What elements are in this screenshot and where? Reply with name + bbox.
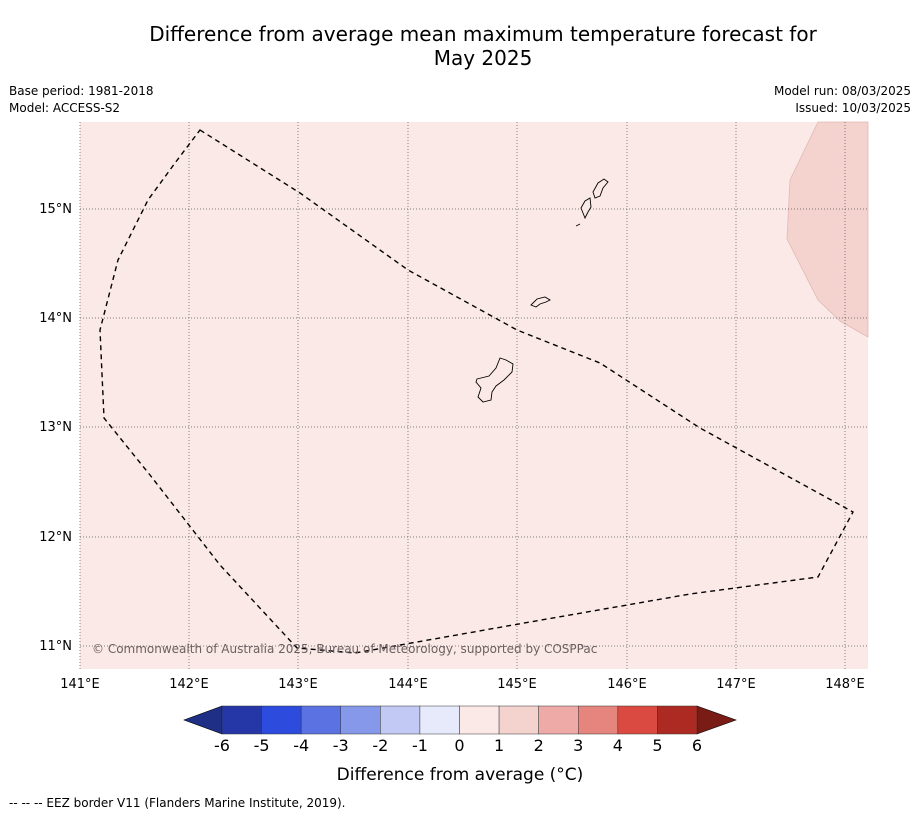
colorbar-bin [578, 705, 619, 735]
island-saipan [592, 178, 609, 199]
islands [475, 178, 609, 403]
colorbar-over-arrow [696, 705, 737, 735]
colorbar-bin [380, 705, 421, 735]
lon-tick-label: 142°E [169, 677, 209, 692]
lon-tick-label: 145°E [497, 677, 537, 692]
colorbar-label: Difference from average (°C) [337, 765, 584, 785]
title-line-2: May 2025 [433, 46, 533, 70]
colorbar-tick-label: -1 [412, 736, 428, 755]
copyright-notice: © Commonwealth of Australia 2025, Bureau… [92, 642, 597, 656]
island-rota [530, 296, 551, 308]
lat-tick-label: 15°N [39, 202, 72, 217]
colorbar-bin [300, 705, 341, 735]
model-run: Model run: 08/03/2025 [773, 84, 911, 98]
colorbar-tick-label: -5 [254, 736, 270, 755]
colorbar-bin [261, 705, 302, 735]
colorbar-bin [221, 705, 262, 735]
lon-tick-label: 144°E [388, 677, 428, 692]
colorbar-tick-label: -3 [333, 736, 349, 755]
lon-tick-label: 141°E [60, 677, 100, 692]
colorbar-tick-label: 3 [573, 736, 583, 755]
colorbar-bin [617, 705, 658, 735]
title-line-1: Difference from average mean maximum tem… [149, 22, 817, 46]
base-period: Base period: 1981-2018 [9, 84, 154, 98]
lon-tick-label: 148°E [825, 677, 865, 692]
colorbar-tick-label: 2 [534, 736, 544, 755]
chart-title: Difference from average mean maximum tem… [0, 22, 919, 70]
colorbar-bin [657, 705, 698, 735]
lat-tick-label: 14°N [39, 311, 72, 326]
lat-tick-label: 12°N [39, 530, 72, 545]
lon-tick-labels: 141°E 142°E 143°E 144°E 145°E 146°E 147°… [60, 677, 865, 692]
lon-tick-label: 147°E [716, 677, 756, 692]
lon-tick-label: 146°E [607, 677, 647, 692]
issued-date: Issued: 10/03/2025 [795, 101, 911, 115]
island-tinian [580, 197, 592, 220]
colorbar-bin [459, 705, 500, 735]
lon-tick-label: 143°E [278, 677, 318, 692]
model-name: Model: ACCESS-S2 [9, 101, 121, 115]
colorbar-bin [498, 705, 539, 735]
colorbar-bin [538, 705, 579, 735]
colorbar: -6 -5 -4 -3 -2 -1 0 1 2 3 4 5 6 [183, 705, 737, 755]
colorbar-tick-label: 0 [454, 736, 464, 755]
eez-border [99, 129, 854, 654]
lat-tick-label: 13°N [39, 420, 72, 435]
colorbar-bin [340, 705, 381, 735]
colorbar-tick-label: 6 [692, 736, 702, 755]
colorbar-tick-label: -6 [214, 736, 230, 755]
colorbar-tick-label: -4 [293, 736, 309, 755]
meta-left: Base period: 1981-2018 Model: ACCESS-S2 [9, 83, 154, 117]
colorbar-under-arrow [183, 705, 223, 735]
island-aguijan [575, 223, 581, 227]
lat-tick-labels: 15°N 14°N 13°N 12°N 11°N [39, 202, 72, 654]
colorbar-tick-label: 1 [494, 736, 504, 755]
island-guam [475, 357, 514, 403]
gridlines [79, 122, 868, 669]
colorbar-tick-label: -2 [372, 736, 388, 755]
colorbar-tick-label: 4 [613, 736, 623, 755]
colorbar-tick-label: 5 [652, 736, 662, 755]
map-background [80, 122, 868, 669]
eez-legend-note: -- -- -- EEZ border V11 (Flanders Marine… [9, 796, 346, 810]
meta-right: Model run: 08/03/2025 Issued: 10/03/2025 [774, 83, 911, 117]
colorbar-bin [419, 705, 460, 735]
warmer-anomaly-patch [786, 121, 869, 338]
lat-tick-label: 11°N [39, 639, 72, 654]
